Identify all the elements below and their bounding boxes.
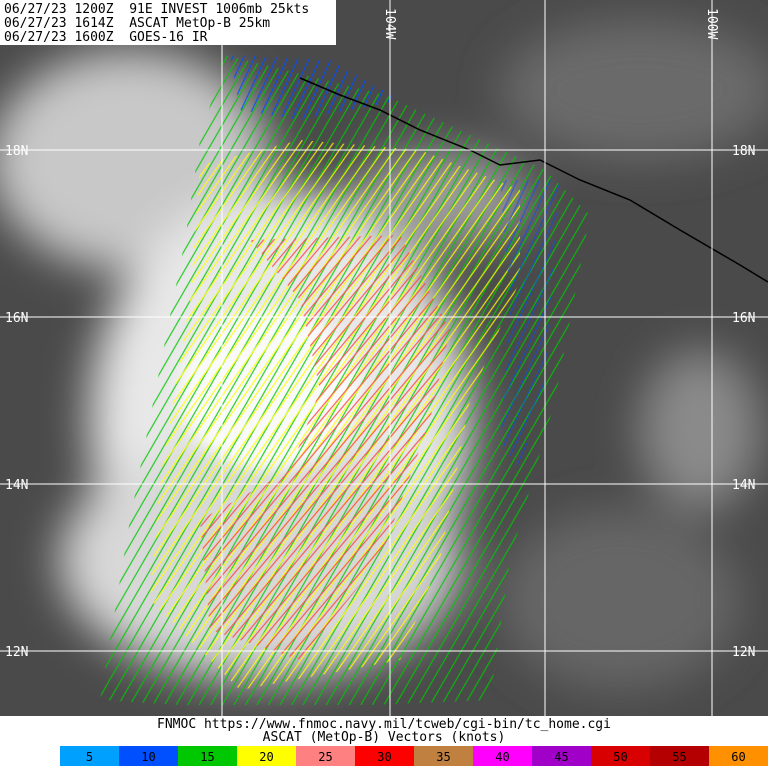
legend-label: 55 <box>672 750 686 764</box>
legend-swatch <box>296 746 355 766</box>
legend-swatch <box>414 746 473 766</box>
lat-label: 14N <box>5 478 28 493</box>
legend-swatch <box>60 746 119 766</box>
legend-label: 5 <box>86 750 93 764</box>
legend-label: 30 <box>377 750 391 764</box>
legend-label: 50 <box>613 750 627 764</box>
legend-label: 20 <box>259 750 273 764</box>
lon-label: 104W <box>382 8 397 39</box>
legend-label: 45 <box>554 750 568 764</box>
lat-label: 16N <box>5 311 28 326</box>
lat-label: 14N <box>732 478 755 493</box>
legend-swatch <box>650 746 709 766</box>
legend-swatch <box>237 746 296 766</box>
legend-swatch <box>591 746 650 766</box>
legend-label: 15 <box>200 750 214 764</box>
legend-swatch <box>473 746 532 766</box>
lat-label: 18N <box>732 144 755 159</box>
legend-label: 10 <box>141 750 155 764</box>
legend-swatch <box>119 746 178 766</box>
footer-caption: ASCAT (MetOp-B) Vectors (knots) <box>263 730 506 745</box>
coastline <box>299 77 768 283</box>
legend-swatch <box>178 746 237 766</box>
legend-swatch <box>709 746 768 766</box>
lat-label: 16N <box>732 311 755 326</box>
legend-label: 35 <box>436 750 450 764</box>
graticule <box>0 0 768 716</box>
legend-label: 40 <box>495 750 509 764</box>
legend-label: 25 <box>318 750 332 764</box>
lat-label: 12N <box>732 645 755 660</box>
lat-label: 18N <box>5 144 28 159</box>
legend-swatch <box>355 746 414 766</box>
footer-source: FNMOC https://www.fnmoc.navy.mil/tcweb/c… <box>157 717 611 732</box>
legend-swatch <box>532 746 591 766</box>
legend-label: 60 <box>731 750 745 764</box>
header-line: 06/27/23 1600Z GOES-16 IR <box>4 30 208 45</box>
header-line: 06/27/23 1200Z 91E INVEST 1006mb 25kts <box>4 2 309 17</box>
lon-label: 100W <box>704 8 719 39</box>
header-box <box>0 0 336 45</box>
lat-label: 12N <box>5 645 28 660</box>
header-line: 06/27/23 1614Z ASCAT MetOp-B 25km <box>4 16 270 31</box>
